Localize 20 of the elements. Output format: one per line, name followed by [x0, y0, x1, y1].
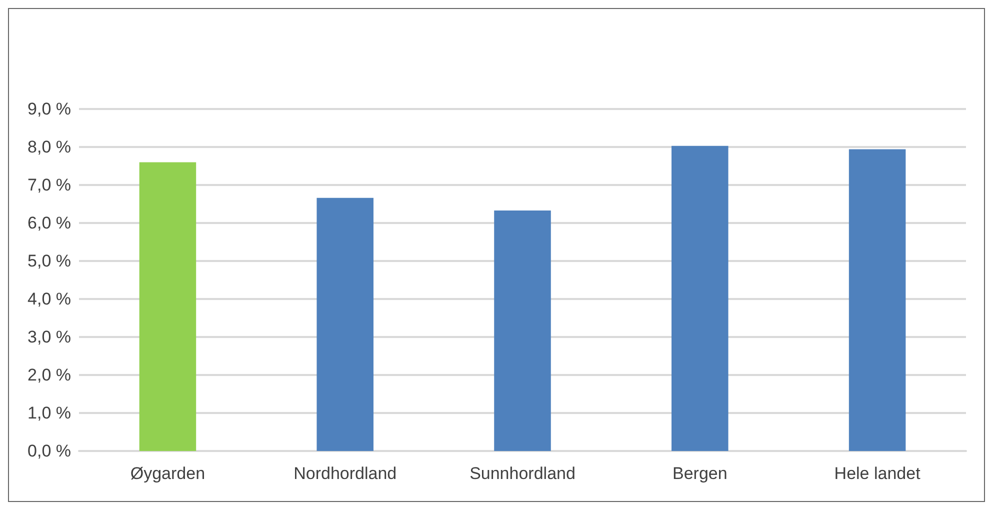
bar [494, 210, 551, 451]
y-tick-label: 7,0 % [28, 176, 71, 194]
y-tick-label: 1,0 % [28, 404, 71, 422]
bar [672, 146, 728, 451]
y-tick-label: 9,0 % [28, 100, 71, 118]
bar [316, 198, 374, 451]
x-tick-label: Øygarden [130, 464, 206, 483]
y-tick-label: 3,0 % [28, 328, 71, 346]
y-tick-label: 4,0 % [28, 290, 71, 308]
bar [848, 149, 906, 451]
y-tick-label: 6,0 % [28, 214, 71, 232]
x-tick-label: Hele landet [834, 464, 921, 483]
x-tick-label: Bergen [672, 464, 728, 483]
y-tick-label: 0,0 % [28, 442, 71, 460]
bar [139, 162, 196, 451]
y-tick-label: 2,0 % [28, 366, 71, 384]
x-tick-label: Sunnhordland [470, 464, 576, 483]
y-tick-label: 8,0 % [28, 138, 71, 156]
y-tick-label: 5,0 % [28, 252, 71, 270]
x-tick-label: Nordhordland [294, 464, 397, 483]
